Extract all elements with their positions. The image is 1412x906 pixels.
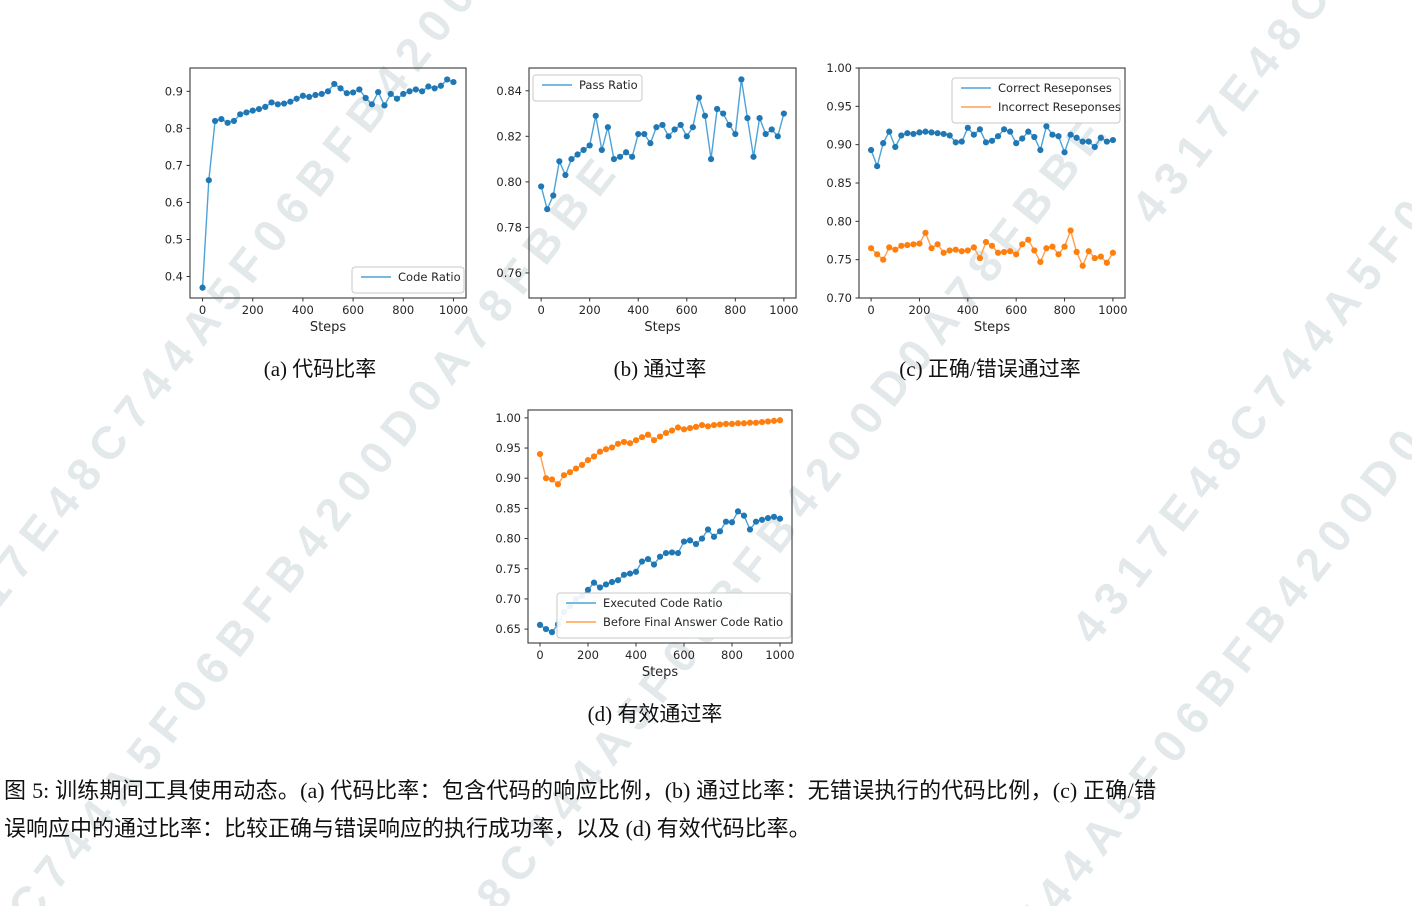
svg-text:0.76: 0.76 [496, 266, 522, 280]
svg-text:Pass Ratio: Pass Ratio [579, 78, 638, 92]
svg-text:0.80: 0.80 [496, 175, 522, 189]
svg-text:0.5: 0.5 [165, 232, 183, 246]
svg-text:600: 600 [676, 303, 698, 317]
svg-text:Correct Reseponses: Correct Reseponses [998, 81, 1112, 95]
chart-code-ratio: 0 200 400 600 800 1000 0.4 0.5 0.6 0.7 0.8 0.9 Steps… [165, 67, 468, 335]
svg-text:0.65: 0.65 [495, 622, 521, 636]
svg-text:1000: 1000 [439, 303, 468, 317]
svg-text:1.00: 1.00 [826, 61, 852, 75]
svg-text:0: 0 [199, 303, 206, 317]
svg-text:0.7: 0.7 [165, 158, 183, 172]
svg-text:0.80: 0.80 [826, 214, 852, 228]
svg-text:400: 400 [625, 648, 647, 662]
svg-text:Steps: Steps [310, 320, 347, 335]
svg-text:Steps: Steps [644, 320, 681, 335]
svg-text:0: 0 [867, 303, 874, 317]
svg-text:0.80: 0.80 [495, 532, 521, 546]
svg-text:Before Final Answer Code Ratio: Before Final Answer Code Ratio [603, 615, 783, 629]
svg-text:0: 0 [537, 303, 544, 317]
svg-text:1000: 1000 [765, 648, 794, 662]
svg-text:0.84: 0.84 [496, 84, 522, 98]
svg-text:Code Ratio: Code Ratio [398, 270, 461, 284]
svg-text:1000: 1000 [1098, 303, 1127, 317]
svg-text:600: 600 [1005, 303, 1027, 317]
svg-text:200: 200 [242, 303, 264, 317]
svg-text:0.78: 0.78 [496, 220, 522, 234]
svg-text:Steps: Steps [974, 320, 1011, 335]
svg-text:0.95: 0.95 [826, 99, 852, 113]
svg-text:0.9: 0.9 [165, 84, 183, 98]
svg-text:0.70: 0.70 [826, 291, 852, 305]
svg-text:200: 200 [579, 303, 601, 317]
subcaption-c: (c) 正确/错误通过率 [899, 357, 1081, 381]
svg-text:0.75: 0.75 [495, 562, 521, 576]
svg-text:0.85: 0.85 [826, 176, 852, 190]
svg-text:400: 400 [292, 303, 314, 317]
svg-text:200: 200 [908, 303, 930, 317]
svg-text:800: 800 [392, 303, 414, 317]
subcaption-b: (b) 通过率 [613, 357, 707, 381]
svg-text:1.00: 1.00 [495, 411, 521, 425]
svg-text:400: 400 [957, 303, 979, 317]
svg-text:0.8: 0.8 [165, 121, 183, 135]
svg-text:600: 600 [342, 303, 364, 317]
chart-correct-incorrect-pass-ratio: 0 200 400 600 800 1000 0.70 0.75 0.80 0.85 0.90 0.9… [826, 61, 1127, 335]
svg-text:800: 800 [1054, 303, 1076, 317]
svg-text:0.85: 0.85 [495, 501, 521, 515]
svg-text:Incorrect Reseponses: Incorrect Reseponses [998, 100, 1121, 114]
svg-text:200: 200 [577, 648, 599, 662]
svg-text:0.82: 0.82 [496, 129, 522, 143]
svg-text:0: 0 [536, 648, 543, 662]
svg-text:0.6: 0.6 [165, 195, 183, 209]
subcaption-a: (a) 代码比率 [263, 357, 377, 381]
svg-text:600: 600 [673, 648, 695, 662]
figure-caption: 图 5: 训练期间工具使用动态。(a) 代码比率：包含代码的响应比例，(b) 通… [4, 778, 1156, 841]
svg-text:1000: 1000 [769, 303, 798, 317]
subcaption-d: (d) 有效通过率 [587, 702, 723, 726]
svg-text:0.90: 0.90 [495, 471, 521, 485]
chart-pass-ratio: 0 200 400 600 800 1000 0.76 0.78 0.80 0.82 0.84 Ste… [496, 67, 799, 335]
chart-effective-pass-ratio: 0 200 400 600 800 1000 0.65 0.70 0.75 0.80 0.85 0.9… [495, 409, 795, 680]
svg-text:0.70: 0.70 [495, 592, 521, 606]
svg-text:0.90: 0.90 [826, 138, 852, 152]
svg-text:400: 400 [627, 303, 649, 317]
svg-text:0.95: 0.95 [495, 441, 521, 455]
svg-text:Executed Code Ratio: Executed Code Ratio [603, 596, 723, 610]
svg-text:0.4: 0.4 [165, 270, 183, 284]
svg-text:800: 800 [724, 303, 746, 317]
svg-text:0.75: 0.75 [826, 253, 852, 267]
svg-text:Steps: Steps [642, 665, 679, 680]
svg-text:800: 800 [721, 648, 743, 662]
